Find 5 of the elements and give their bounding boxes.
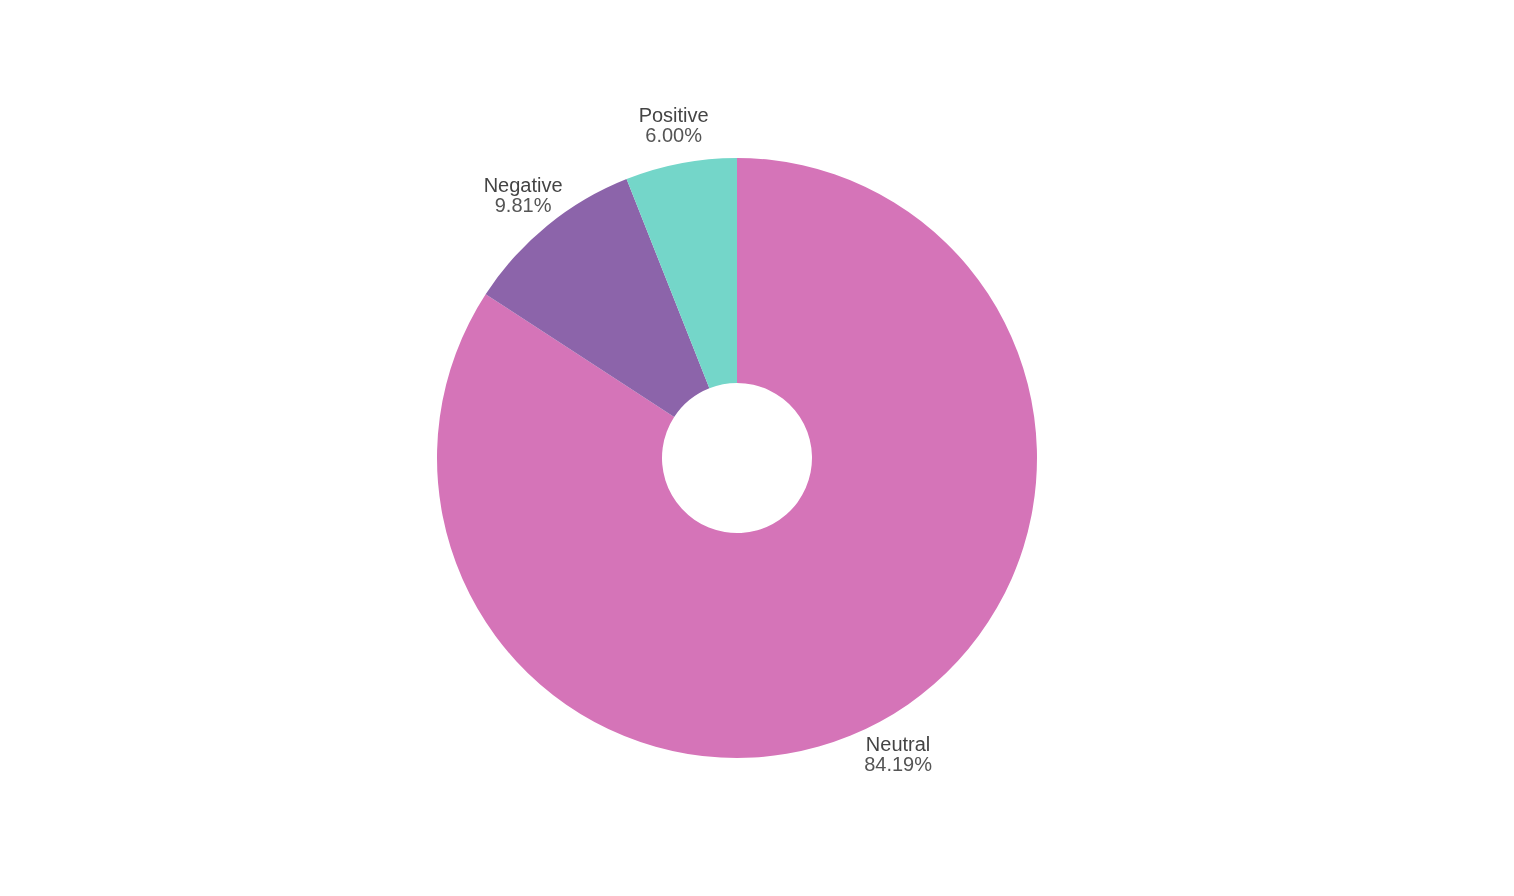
data-label: 84.19% xyxy=(864,753,933,776)
slice-label: Positive xyxy=(638,103,709,126)
data-label: 6.00% xyxy=(645,123,703,146)
slice-label: Neutral xyxy=(865,733,931,756)
slice-label: Negative xyxy=(483,174,563,197)
